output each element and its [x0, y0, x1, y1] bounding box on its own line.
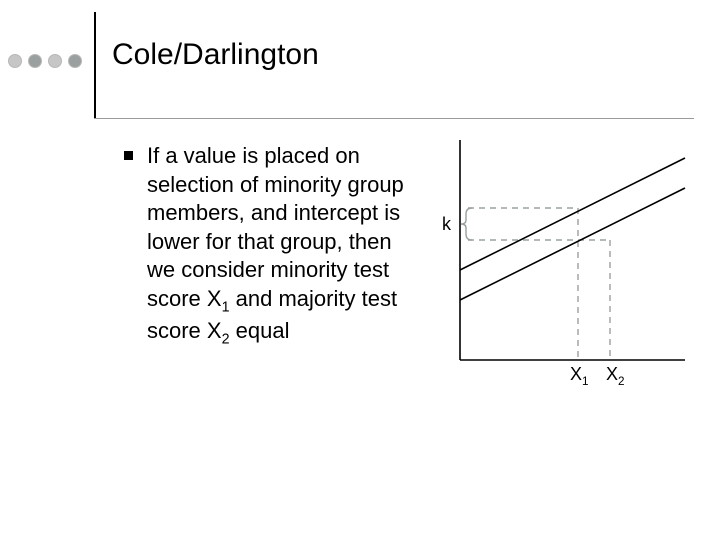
- bullet-item: If a value is placed on selection of min…: [124, 142, 414, 349]
- diagram-svg: k X1 X2: [430, 140, 690, 390]
- decor-dot: [48, 54, 62, 68]
- title-rule-horizontal: [94, 118, 694, 119]
- svg-text:X1: X1: [570, 364, 589, 388]
- title-rule-vertical: [94, 12, 96, 118]
- decor-dot: [8, 54, 22, 68]
- slide-title: Cole/Darlington: [112, 38, 319, 72]
- svg-text:X2: X2: [606, 364, 625, 388]
- bullet-text: If a value is placed on selection of min…: [147, 142, 414, 349]
- decor-dot: [68, 54, 82, 68]
- svg-text:k: k: [442, 214, 452, 234]
- decor-dot: [28, 54, 42, 68]
- slide-decor-dots: [8, 54, 82, 68]
- bullet-marker-icon: [124, 151, 133, 160]
- regression-diagram: k X1 X2: [430, 140, 690, 390]
